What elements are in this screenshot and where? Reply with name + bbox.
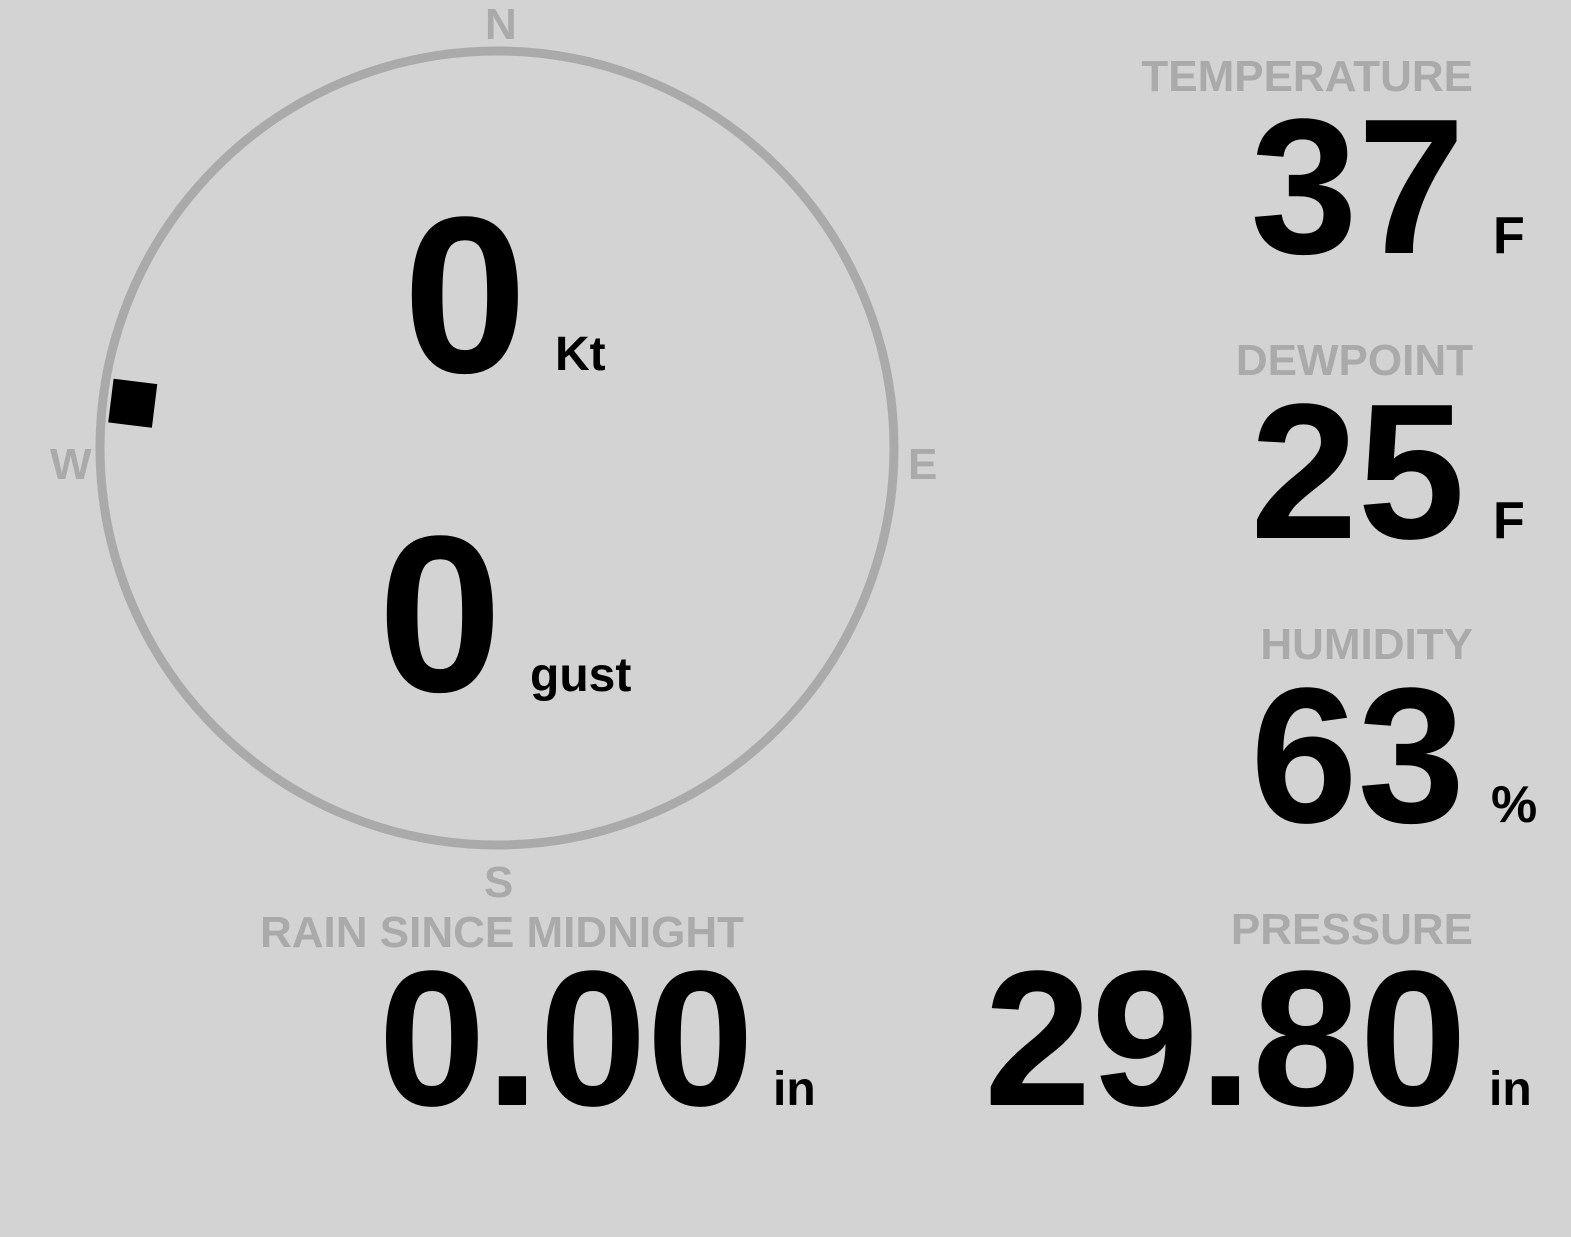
- dewpoint-label: DEWPOINT: [1235, 336, 1473, 385]
- compass-ring: [95, 46, 899, 850]
- wind-gust-value: 0: [378, 490, 503, 739]
- temperature-label: TEMPERATURE: [1141, 52, 1473, 101]
- rain-unit: in: [773, 1063, 816, 1116]
- wind-speed-value: 0: [403, 171, 528, 420]
- dewpoint-unit: F: [1493, 492, 1525, 550]
- humidity-label: HUMIDITY: [1260, 620, 1473, 669]
- pressure-value: 29.80: [984, 930, 1467, 1146]
- compass-east: E: [908, 440, 938, 489]
- pressure-unit: in: [1489, 1063, 1532, 1116]
- wind-direction-marker: [108, 378, 158, 428]
- humidity-unit: %: [1491, 776, 1538, 834]
- wind-speed-unit: Kt: [555, 328, 606, 381]
- compass-south: S: [484, 858, 514, 907]
- dewpoint-value: 25: [1250, 363, 1465, 579]
- pressure-label: PRESSURE: [1230, 905, 1473, 954]
- rain-label: RAIN SINCE MIDNIGHT: [260, 908, 744, 957]
- humidity-value: 63: [1250, 647, 1465, 863]
- rain-value: 0.00: [378, 930, 754, 1146]
- temperature-unit: F: [1493, 207, 1525, 265]
- wind-gust-unit: gust: [530, 649, 632, 702]
- temperature-value: 37: [1250, 78, 1465, 294]
- compass-west: W: [50, 440, 92, 489]
- compass-north: N: [485, 0, 517, 49]
